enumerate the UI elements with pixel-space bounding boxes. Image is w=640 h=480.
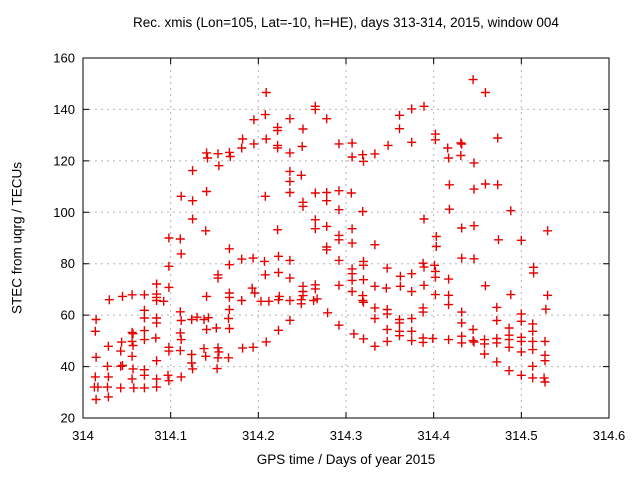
tick-marks [82,57,610,419]
x-tick-label: 314.3 [330,428,363,443]
x-tick-label: 314 [72,428,94,443]
y-tick-label: 80 [61,256,75,271]
y-tick-label: 60 [61,308,75,323]
x-tick-label: 314.5 [505,428,538,443]
x-tick-label: 314.2 [242,428,275,443]
y-tick-label: 40 [61,359,75,374]
x-tick-label: 314.1 [154,428,187,443]
y-tick-label: 20 [61,411,75,426]
y-tick-label: 120 [53,153,75,168]
x-tick-label: 314.4 [417,428,450,443]
y-tick-label: 160 [53,51,75,66]
y-tick-label: 100 [53,205,75,220]
x-axis-label: GPS time / Days of year 2015 [256,452,436,467]
scatter-markers [89,75,553,404]
chart-title: Rec. xmis (Lon=105, Lat=-10, h=HE), days… [133,15,559,30]
y-tick-label: 140 [53,102,75,117]
x-tick-label: 314.6 [593,428,626,443]
grid-lines [83,58,609,418]
data-points [89,75,553,404]
